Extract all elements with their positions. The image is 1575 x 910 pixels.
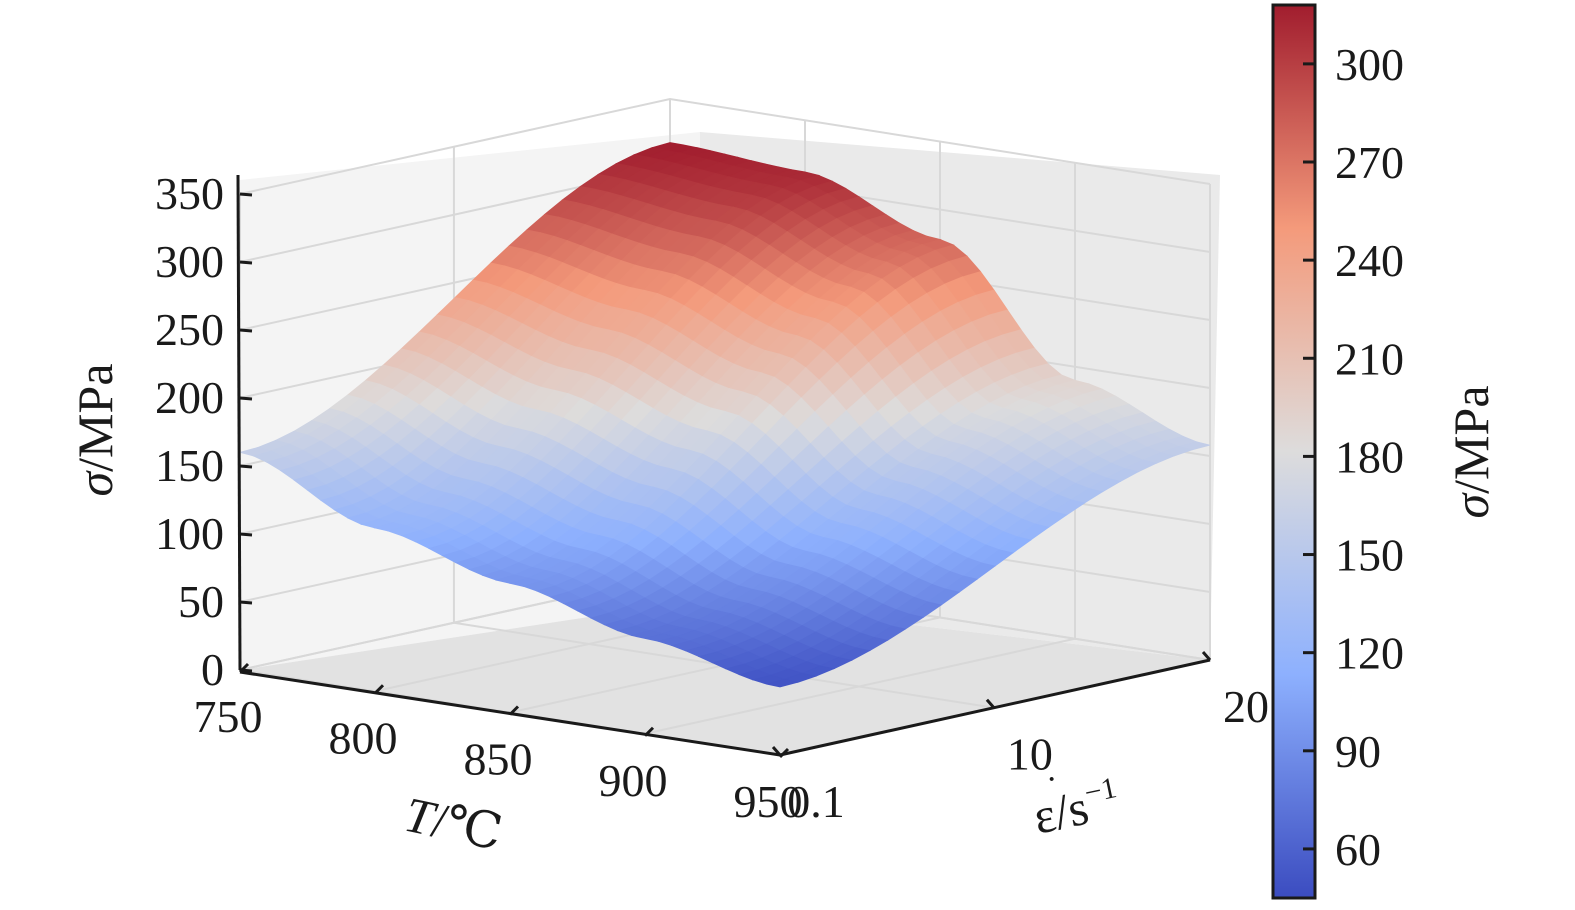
x-tick-mark	[373, 684, 385, 695]
x-tick-label: 950	[734, 776, 803, 827]
stress-surface	[238, 142, 1211, 688]
x-tick-label: 850	[464, 734, 533, 785]
z-tick-mark	[239, 464, 253, 469]
z-tick-mark	[239, 600, 253, 605]
z-tick-mark	[239, 260, 253, 265]
surface-patch	[766, 678, 799, 688]
y-tick-mark	[1201, 651, 1212, 661]
z-tick-label: 50	[178, 576, 224, 627]
z-axis-label: σ/MPa	[67, 363, 123, 496]
z-axis-ticks: 0 50 100 150 200 250 300 350	[155, 168, 253, 695]
y-tick-mark	[985, 698, 996, 709]
z-tick-mark	[239, 328, 253, 333]
y-axis-label: ε/s−1	[1028, 771, 1124, 845]
colorbar-tick-label: 90	[1335, 726, 1381, 777]
y-tick-label: 10	[1007, 729, 1053, 780]
floor-pane	[240, 600, 1210, 755]
y-tick-label: 0.1	[787, 776, 845, 827]
x-tick-label: 900	[599, 755, 668, 806]
colorbar-tick-label: 270	[1335, 137, 1404, 188]
colorbar: 60 90 120 150 180 210 240 270 300 σ/MPa	[1271, 3, 1499, 900]
z-tick-label: 0	[201, 644, 224, 695]
colorbar-label: σ/MPa	[1443, 385, 1499, 518]
colorbar-tick-label: 300	[1335, 39, 1404, 90]
z-tick-mark	[239, 396, 253, 401]
y-axis-ticks: 0.1 10 20	[771, 651, 1269, 827]
x-axis-ticks: 750 800 850 900 950	[194, 662, 803, 827]
colorbar-tick-label: 150	[1335, 530, 1404, 581]
z-tick-label: 100	[155, 508, 224, 559]
colorbar-ticks: 60 90 120 150 180 210 240 270 300	[1303, 39, 1404, 875]
y-tick-mark	[771, 746, 782, 756]
z-tick-label: 350	[155, 168, 224, 219]
x-tick-mark	[238, 662, 250, 674]
colorbar-tick-label: 60	[1335, 824, 1381, 875]
x-tick-mark	[778, 747, 790, 759]
z-tick-label: 300	[155, 236, 224, 287]
z-tick-label: 200	[155, 372, 224, 423]
colorbar-gradient	[1271, 3, 1317, 900]
colorbar-tick-label: 180	[1335, 431, 1404, 482]
colorbar-tick-label: 120	[1335, 628, 1404, 679]
y-axis-line	[779, 658, 1211, 757]
z-tick-mark	[239, 532, 253, 537]
x-tick-mark	[643, 726, 655, 737]
x-axis-label: T/℃	[400, 786, 507, 861]
z-tick-mark	[239, 192, 253, 197]
x-tick-label: 800	[329, 712, 398, 763]
x-tick-mark	[508, 705, 520, 716]
z-axis-line	[236, 174, 242, 671]
y-axis-label-dot: ·	[1046, 761, 1057, 798]
z-tick-label: 250	[155, 304, 224, 355]
z-tick-label: 150	[155, 440, 224, 491]
colorbar-tick-label: 240	[1335, 235, 1404, 286]
colorbar-tick-label: 210	[1335, 333, 1404, 384]
y-tick-label: 20	[1223, 681, 1269, 732]
x-tick-label: 750	[194, 691, 263, 742]
